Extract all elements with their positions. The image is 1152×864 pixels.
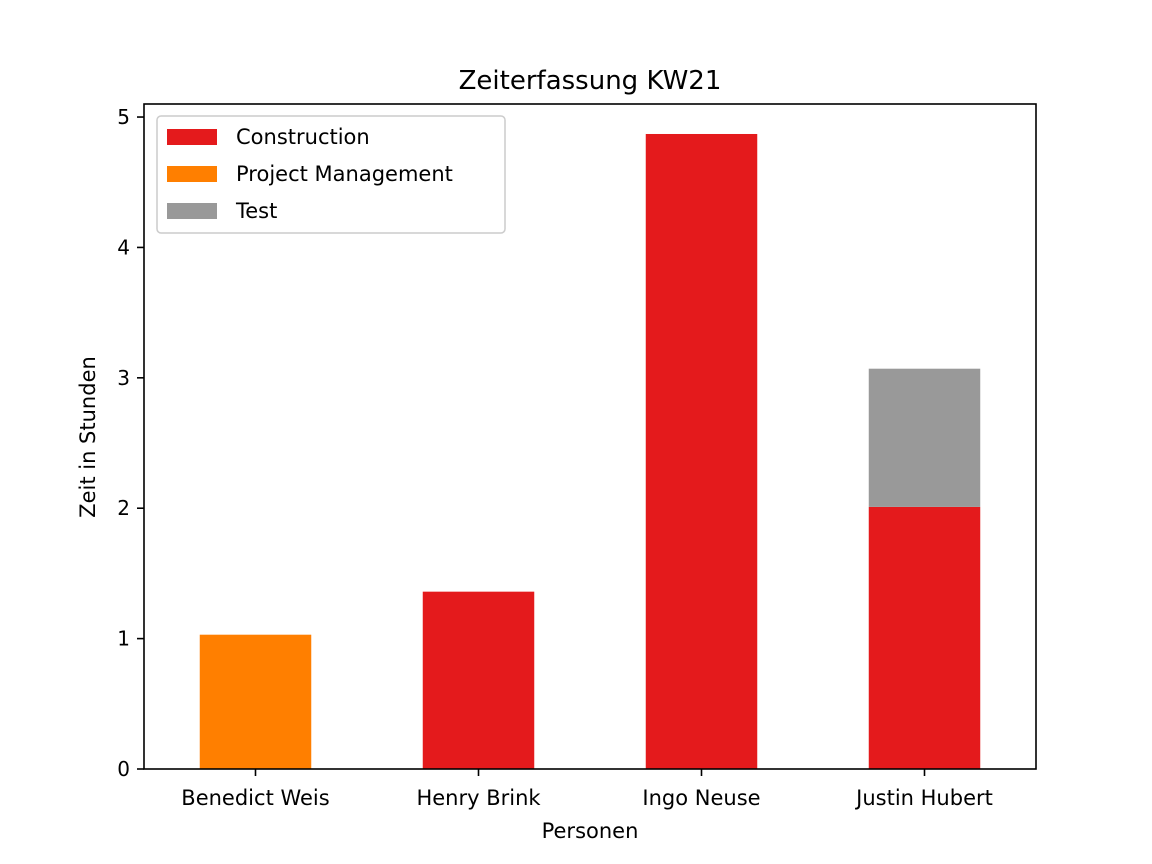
chart-title: Zeiterfassung KW21 — [459, 66, 722, 96]
legend-swatch — [167, 166, 217, 182]
bar-project-management-0 — [199, 634, 312, 769]
bars — [199, 133, 981, 770]
legend: Construction Project Management Test — [156, 115, 506, 234]
legend-swatch — [167, 203, 217, 219]
legend-box — [156, 115, 506, 234]
legend-label: Construction — [236, 125, 370, 149]
x-axis: Benedict Weis Henry Brink Ingo Neuse Justin… — [181, 769, 993, 810]
bar-construction-1 — [422, 591, 535, 769]
y-tick-label: 1 — [117, 627, 130, 651]
y-tick-label: 0 — [117, 757, 130, 781]
x-tick-label: Benedict Weis — [181, 786, 329, 810]
legend-label: Project Management — [236, 162, 453, 186]
x-tick-label: Ingo Neuse — [642, 786, 760, 810]
legend-swatch — [167, 129, 217, 145]
plot-frame — [143, 103, 1037, 770]
x-axis-label: Personen — [542, 819, 639, 843]
y-axis-label: Zeit in Stunden — [76, 356, 100, 518]
bar-construction-3 — [868, 506, 981, 769]
bar-construction-2 — [645, 133, 758, 770]
x-tick-label: Henry Brink — [416, 786, 541, 810]
bar-test-3 — [868, 368, 981, 507]
y-axis: 0 1 2 3 4 5 — [117, 105, 144, 781]
x-tick-label: Justin Hubert — [854, 786, 993, 810]
legend-label: Test — [235, 199, 277, 223]
y-tick-label: 4 — [117, 235, 130, 259]
y-tick-label: 5 — [117, 105, 130, 129]
y-tick-label: 2 — [117, 496, 130, 520]
y-tick-label: 3 — [117, 366, 130, 390]
